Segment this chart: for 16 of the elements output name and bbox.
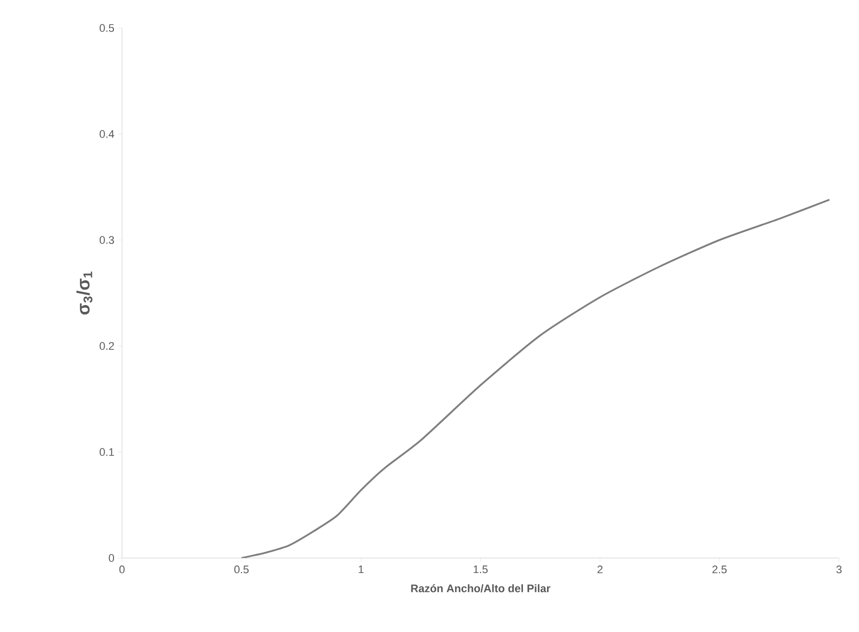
y-tick-label: 0: [108, 554, 114, 562]
line-series: [240, 198, 830, 558]
x-tick-label: 2.5: [712, 566, 727, 574]
x-tick-label: 1: [358, 566, 364, 574]
x-tick-label: 3: [836, 566, 842, 574]
y-tick-label: 0.5: [100, 24, 114, 32]
x-tick-label: 0: [119, 566, 125, 574]
y-tick-label: 0.4: [100, 130, 114, 138]
y-tick-label: 0.1: [100, 448, 114, 456]
x-tick-label: 1.5: [474, 566, 488, 574]
y-axis-title: σ$_{3}$/σ$_{1}$: [76, 272, 92, 315]
y-tick-label: 0.2: [100, 342, 114, 350]
x-tick-label: 0.5: [234, 566, 249, 574]
x-tick-label: 2: [598, 566, 603, 574]
y-tick-label: 0.3: [100, 236, 114, 244]
x-axis-title: Razón Ancho/Alto del Pilar: [411, 584, 550, 592]
